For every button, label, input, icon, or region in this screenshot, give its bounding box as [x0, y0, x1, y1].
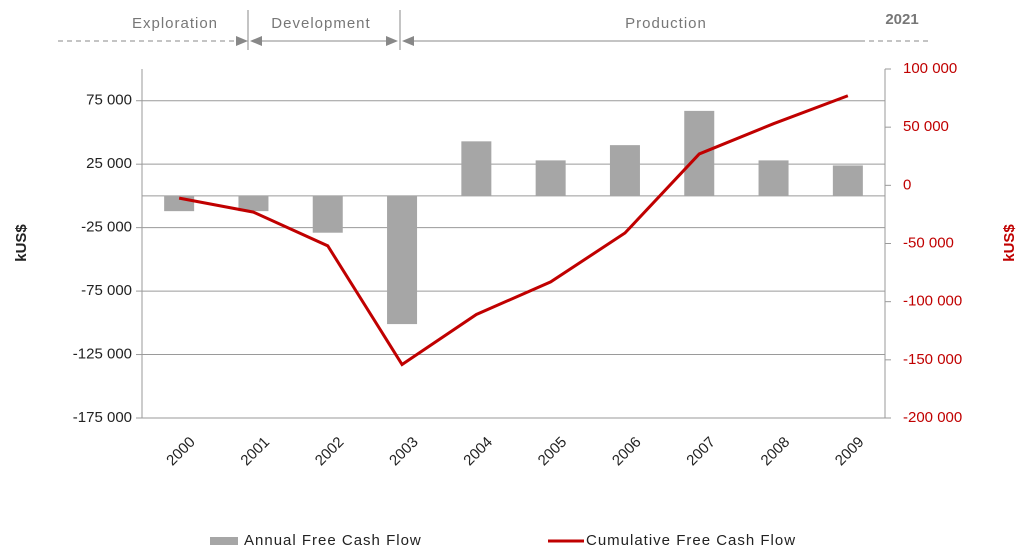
y-tick-label: 25 000 [86, 155, 132, 172]
x-tick-label: 2009 [832, 434, 868, 470]
bar [535, 160, 566, 196]
legend-swatch [210, 537, 238, 545]
y-tick-label: 75 000 [86, 92, 132, 109]
arrow-head [386, 36, 398, 46]
legend-label: Cumulative Free Cash Flow [586, 532, 796, 549]
bar [609, 145, 640, 196]
arrow-head [250, 36, 262, 46]
y-tick-label: -25 000 [81, 219, 132, 236]
y2-tick-label: -150 000 [903, 351, 962, 368]
y2-tick-label: 0 [903, 176, 911, 193]
y-tick-label: -175 000 [73, 409, 132, 426]
x-tick-label: 2002 [312, 434, 348, 470]
y2-tick-label: -100 000 [903, 293, 962, 310]
phase-label: Development [271, 15, 370, 32]
y-tick-label: -125 000 [73, 346, 132, 363]
y2-tick-label: -50 000 [903, 234, 954, 251]
x-tick-label: 2004 [460, 434, 496, 470]
phase-label: Production [625, 15, 707, 32]
bar [387, 195, 418, 325]
year-label: 2021 [885, 11, 918, 28]
y2-axis-label: kUS$ [1001, 224, 1018, 262]
arrow-head [236, 36, 248, 46]
bar [461, 141, 492, 196]
x-tick-label: 2001 [237, 434, 273, 470]
y2-tick-label: 100 000 [903, 60, 957, 77]
line [178, 94, 849, 367]
bar [312, 195, 343, 233]
y2-tick-label: -200 000 [903, 409, 962, 426]
bar [238, 195, 269, 212]
bar [758, 160, 789, 196]
phase-header [58, 10, 930, 50]
x-tick-label: 2005 [535, 434, 571, 470]
y-axis-label: kUS$ [13, 224, 30, 262]
x-tick-label: 2008 [758, 434, 794, 470]
x-tick-label: 2006 [609, 434, 645, 470]
y2-tick-label: 50 000 [903, 118, 949, 135]
arrow-head [402, 36, 414, 46]
x-tick-label: 2007 [683, 434, 719, 470]
phase-label: Exploration [132, 15, 218, 32]
y-tick-label: -75 000 [81, 282, 132, 299]
x-tick-label: 2000 [163, 434, 199, 470]
bar [832, 165, 863, 196]
x-tick-label: 2003 [386, 434, 422, 470]
legend-label: Annual Free Cash Flow [244, 532, 422, 549]
